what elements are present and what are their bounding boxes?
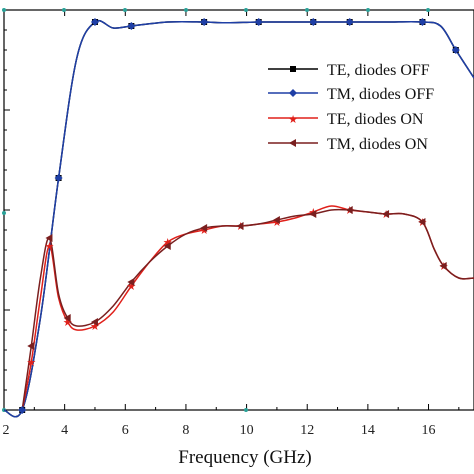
legend: TE, diodes OFF TM, diodes OFF ★ TE, diod…: [268, 62, 434, 153]
legend-entry-te-off: TE, diodes OFF: [268, 62, 430, 79]
data-point: ★: [26, 356, 36, 369]
data-point: [27, 342, 35, 350]
data-point: [309, 18, 318, 26]
data-point: [309, 210, 317, 218]
x-tick-label: 8: [182, 423, 189, 438]
legend-entry-tm-on: TM, diodes ON: [268, 136, 428, 153]
data-point: ★: [63, 316, 73, 329]
axis-handle: [2, 8, 6, 12]
data-point: [451, 46, 460, 54]
x-tick-labels: 2 4 6 8 10 12 14 16: [3, 423, 436, 438]
data-point: ★: [126, 280, 136, 293]
x-axis-label: Frequency (GHz): [178, 447, 311, 468]
axis-handle: [366, 8, 370, 12]
data-point: [236, 222, 244, 230]
legend-marker-tm-off: [289, 89, 297, 97]
legend-marker-te-on: ★: [288, 113, 298, 126]
data-point: [272, 216, 280, 224]
legend-label-te-off: TE, diodes OFF: [327, 62, 430, 79]
data-point: ★: [163, 236, 173, 249]
axis-handle: [62, 8, 66, 12]
axis-handle: [305, 8, 309, 12]
legend-entry-tm-off: TM, diodes OFF: [268, 86, 434, 103]
legend-entry-te-on: ★ TE, diodes ON: [268, 111, 424, 128]
data-point: [63, 314, 71, 322]
data-point: [382, 210, 390, 218]
axis-handle: [244, 408, 248, 412]
data-point: ★: [45, 240, 55, 253]
data-point: [127, 278, 135, 286]
data-point: [45, 234, 53, 242]
data-point: [200, 224, 208, 232]
legend-label-te-on: TE, diodes ON: [327, 111, 424, 128]
data-point: [345, 18, 354, 26]
tick-marks: [2, 8, 460, 412]
x-tick-label: 16: [422, 423, 436, 438]
data-point: [439, 262, 447, 270]
data-point: [54, 174, 63, 182]
data-point: ★: [199, 224, 209, 237]
data-point: [90, 318, 98, 326]
x-tick-label: 2: [3, 423, 10, 438]
data-point: [163, 242, 171, 250]
x-tick-label: 14: [361, 423, 375, 438]
legend-label-tm-on: TM, diodes ON: [327, 136, 428, 153]
data-point: [418, 218, 426, 226]
data-point: [345, 206, 353, 214]
axis-handle: [2, 211, 6, 215]
series-markers: ★★★★★★★★★★★★★★: [18, 18, 460, 414]
axis-handle: [123, 8, 127, 12]
series-line-3: [21, 208, 474, 411]
data-point: [127, 22, 136, 30]
x-tick-label: 6: [122, 423, 129, 438]
data-point: [254, 18, 263, 26]
axis-handle: [184, 8, 188, 12]
axis-handle: [244, 8, 248, 12]
x-tick-label: 12: [300, 423, 314, 438]
axis-handle: [426, 8, 430, 12]
data-point: [18, 406, 27, 414]
x-tick-label: 10: [240, 423, 254, 438]
data-point: ★: [90, 320, 100, 333]
data-point: [418, 18, 427, 26]
data-point: [90, 18, 99, 26]
x-tick-label: 4: [61, 423, 68, 438]
legend-marker-tm-on: [289, 139, 296, 147]
legend-marker-te-off: [290, 66, 296, 72]
data-point: [200, 18, 209, 26]
data-point: ★: [272, 216, 282, 229]
plot-frame: [3, 9, 474, 411]
legend-label-tm-off: TM, diodes OFF: [327, 86, 434, 103]
